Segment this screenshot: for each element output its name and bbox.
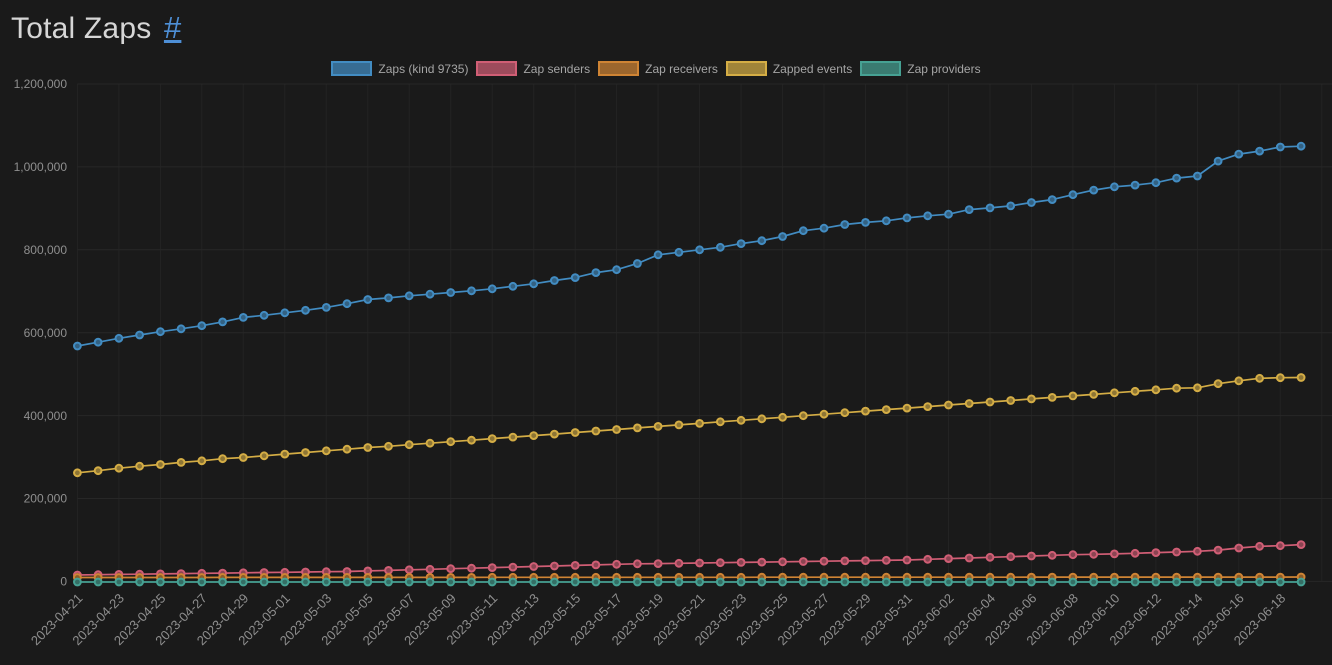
- svg-text:1,200,000: 1,200,000: [14, 77, 68, 91]
- svg-text:0: 0: [60, 575, 67, 589]
- svg-text:200,000: 200,000: [24, 492, 68, 506]
- svg-text:800,000: 800,000: [24, 243, 68, 257]
- svg-text:400,000: 400,000: [24, 409, 68, 423]
- svg-text:1,000,000: 1,000,000: [14, 160, 68, 174]
- svg-text:600,000: 600,000: [24, 326, 68, 340]
